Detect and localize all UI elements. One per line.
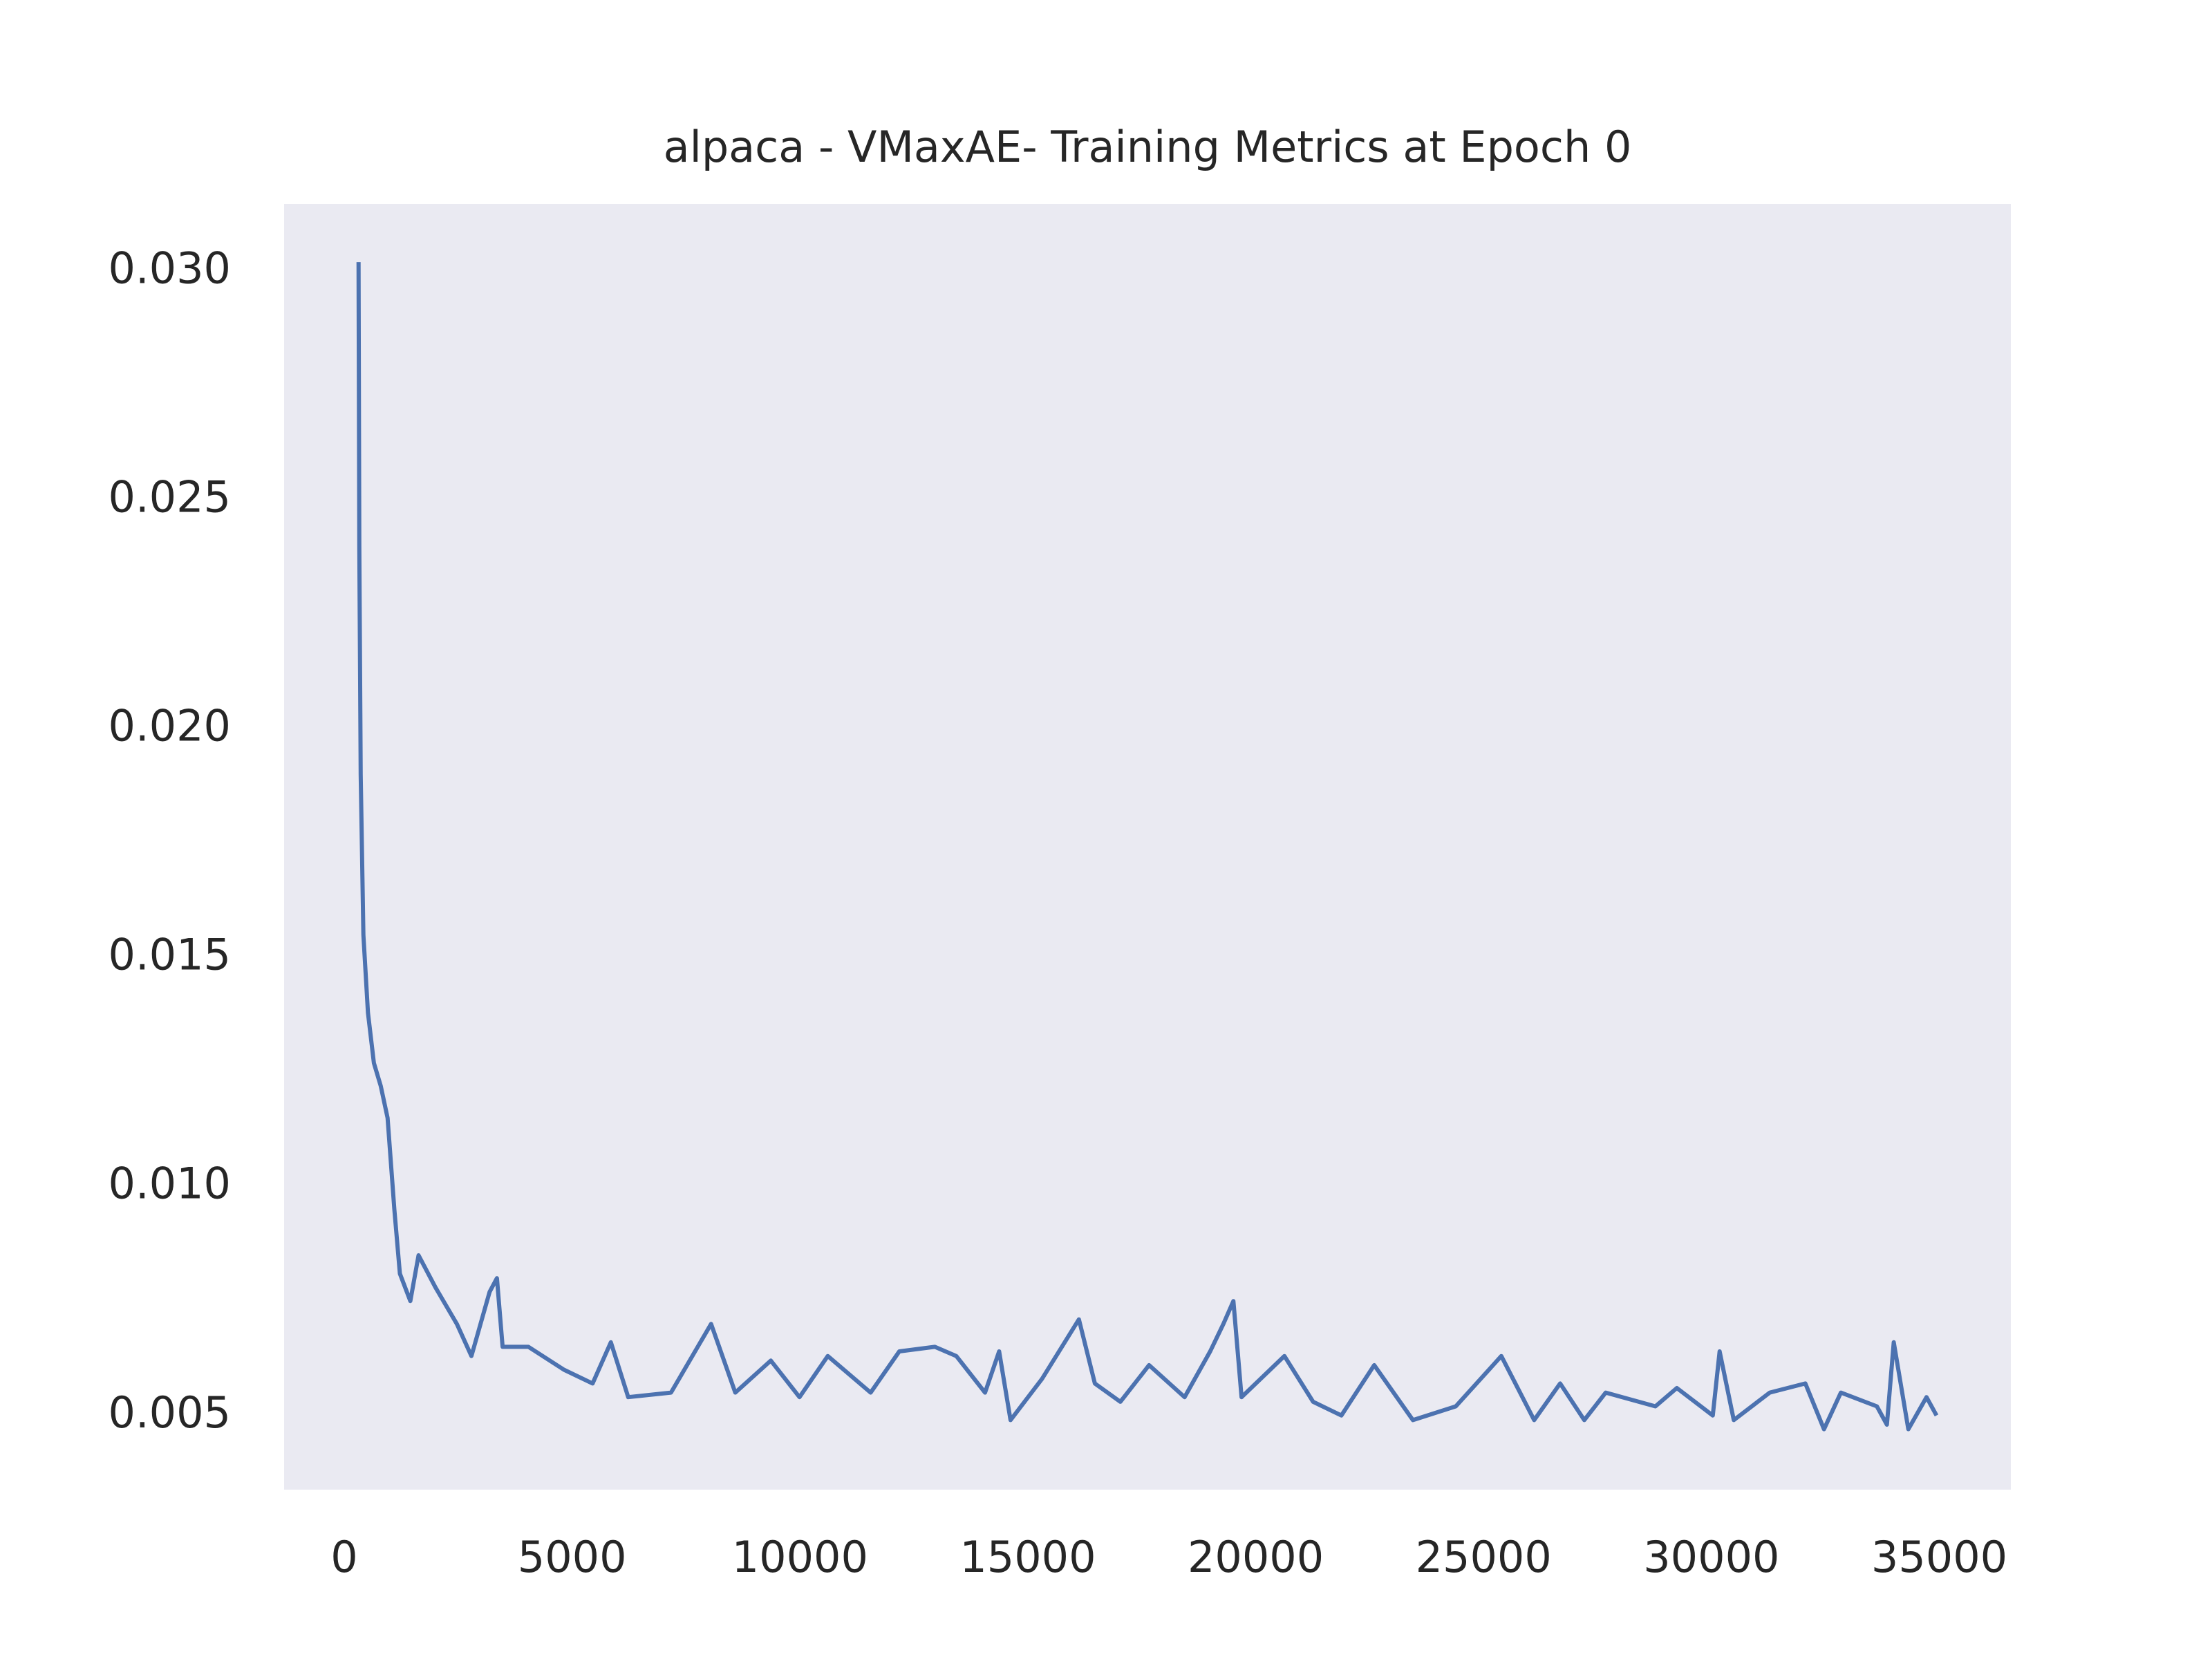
y-tick-label: 0.025: [109, 472, 232, 523]
x-tick-label: 5000: [518, 1532, 627, 1582]
x-tick-label: 15000: [959, 1532, 1096, 1582]
y-tick-label: 0.030: [109, 243, 232, 293]
y-tick-label: 0.005: [109, 1387, 232, 1438]
y-tick-label: 0.010: [109, 1159, 232, 1209]
y-tick-label: 0.015: [109, 930, 232, 980]
x-tick-label: 20000: [1188, 1532, 1324, 1582]
x-tick-label: 10000: [732, 1532, 868, 1582]
x-tick-label: 35000: [1871, 1532, 2007, 1582]
x-tick-label: 25000: [1416, 1532, 1552, 1582]
chart-title: alpaca - VMaxAE- Training Metrics at Epo…: [664, 122, 1632, 172]
x-tick-label: 0: [330, 1532, 357, 1582]
data-line: [356, 262, 1939, 1432]
plot-area: [284, 204, 2011, 1490]
x-tick-label: 30000: [1643, 1532, 1779, 1582]
y-tick-label: 0.020: [109, 701, 232, 751]
